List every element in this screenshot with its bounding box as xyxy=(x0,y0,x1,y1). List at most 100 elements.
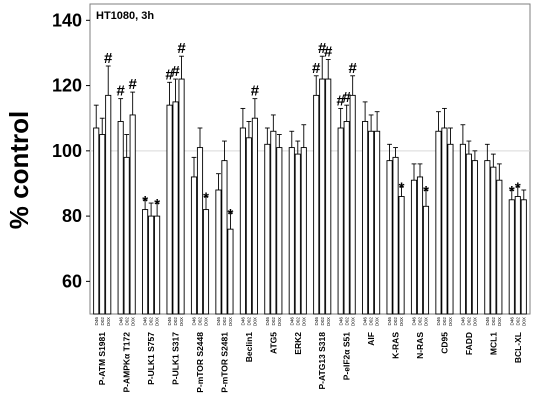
bar xyxy=(202,209,210,315)
bar xyxy=(435,130,442,315)
significance-mark: * xyxy=(203,190,209,207)
bar-tick-label: D02 xyxy=(149,317,154,326)
panel-label: HT1080, 3h xyxy=(96,10,154,22)
bar-tick-label: D0X xyxy=(228,317,233,326)
bar-tick-label: D46 xyxy=(289,317,294,326)
bar-tick-label: D0X xyxy=(350,317,355,326)
bar xyxy=(245,137,252,315)
significance-mark: # xyxy=(324,43,333,60)
bar-tick-label: D0X xyxy=(106,317,111,326)
bar-tick-label: D02 xyxy=(124,317,129,326)
bar xyxy=(422,205,430,315)
bar-tick-label: D0X xyxy=(448,317,453,326)
bar xyxy=(441,127,448,315)
significance-mark: * xyxy=(399,180,405,197)
bar-tick-label: D46 xyxy=(192,317,197,326)
bar-tick-label: D02 xyxy=(222,317,227,326)
bar-tick-label: D02 xyxy=(393,317,398,326)
x-tick-label: AIF xyxy=(366,332,376,346)
significance-mark: # xyxy=(104,50,113,67)
x-tick-label: BCL-XL xyxy=(513,332,523,363)
significance-mark: * xyxy=(509,183,515,200)
bar-tick-label: D02 xyxy=(344,317,349,326)
bar-tick-label: D0X xyxy=(204,317,209,326)
bar-tick-label: D0X xyxy=(130,317,135,326)
bar xyxy=(392,156,399,315)
y-axis-label: % control xyxy=(4,111,34,229)
bar xyxy=(313,94,320,315)
bar xyxy=(459,143,466,315)
x-tick-label: CD95 xyxy=(439,332,449,354)
bar-tick-label: D0X xyxy=(326,317,331,326)
y-axis: 60 80 100 120 140 xyxy=(52,10,90,291)
significance-mark: * xyxy=(423,183,429,200)
bar xyxy=(172,101,179,315)
bar xyxy=(178,78,185,315)
bar xyxy=(117,121,124,315)
bar xyxy=(349,94,356,315)
bar-tick-label: D02 xyxy=(198,317,203,326)
bar xyxy=(264,143,271,315)
bar xyxy=(154,215,161,315)
bar xyxy=(319,78,326,315)
bar-tick-label: D02 xyxy=(295,317,300,326)
bar xyxy=(239,127,246,315)
bar-tick-label: D46 xyxy=(363,317,368,326)
y-tick-label: 60 xyxy=(62,271,82,291)
bar xyxy=(410,179,418,315)
bar-tick-label: D46 xyxy=(436,317,441,326)
bar-series-group: ## #* *###**#######* * * * xyxy=(93,40,527,315)
bar xyxy=(215,189,222,315)
significance-mark: # xyxy=(116,83,125,100)
x-tick-label: P-ULK1 S757 xyxy=(146,332,156,385)
bar-tick-label: D46 xyxy=(167,317,172,326)
y-tick-label: 80 xyxy=(62,206,82,226)
bar-tick-label: D0X xyxy=(375,317,380,326)
bar xyxy=(123,156,130,315)
bar xyxy=(416,176,424,315)
bar xyxy=(294,153,301,315)
x-tick-label: ATG5 xyxy=(268,332,278,354)
bar xyxy=(105,94,112,315)
bar-tick-label: D46 xyxy=(143,317,148,326)
x-tick-label: N-RAS xyxy=(415,332,425,359)
significance-mark: * xyxy=(228,206,234,223)
bar xyxy=(251,117,258,315)
bar xyxy=(490,166,497,315)
bar-tick-label: D46 xyxy=(338,317,343,326)
x-tick-label: P-ULK1 S317 xyxy=(171,332,181,385)
bar xyxy=(386,160,393,315)
y-tick-label: 120 xyxy=(52,76,82,96)
bar-tick-label: D02 xyxy=(320,317,325,326)
bar xyxy=(484,160,491,315)
bar xyxy=(93,127,100,315)
bar-tick-label: D46 xyxy=(509,317,514,326)
bar xyxy=(227,228,234,315)
bar xyxy=(129,114,136,315)
bar xyxy=(520,199,527,315)
bar-tick-label: D0X xyxy=(521,317,526,326)
bar xyxy=(221,160,228,315)
bar-tick-label: D46 xyxy=(485,317,490,326)
bar xyxy=(496,179,503,315)
bar xyxy=(508,199,515,315)
x-tick-label: P-ATM S1981 xyxy=(97,332,107,385)
x-tick-label: Beclin1 xyxy=(244,332,254,363)
x-tick-label: P-mTOR S2481 xyxy=(219,332,229,393)
x-tick-label: P-mTOR S2448 xyxy=(195,332,205,393)
bar-tick-label: D0X xyxy=(301,317,306,326)
bar-tick-label: D0X xyxy=(424,317,429,326)
x-tick-label: FADD xyxy=(464,332,474,355)
bar-tick-label: D46 xyxy=(265,317,270,326)
bar-tick-label: D02 xyxy=(271,317,276,326)
significance-mark: # xyxy=(251,83,260,100)
y-tick-label: 100 xyxy=(52,141,82,161)
bar-tick-label: D46 xyxy=(94,317,99,326)
bar xyxy=(362,121,369,315)
bar xyxy=(276,147,283,315)
bar-tick-label: D02 xyxy=(515,317,520,326)
bar xyxy=(190,176,198,315)
bar-tick-label: D02 xyxy=(466,317,471,326)
significance-mark: # xyxy=(318,40,327,57)
